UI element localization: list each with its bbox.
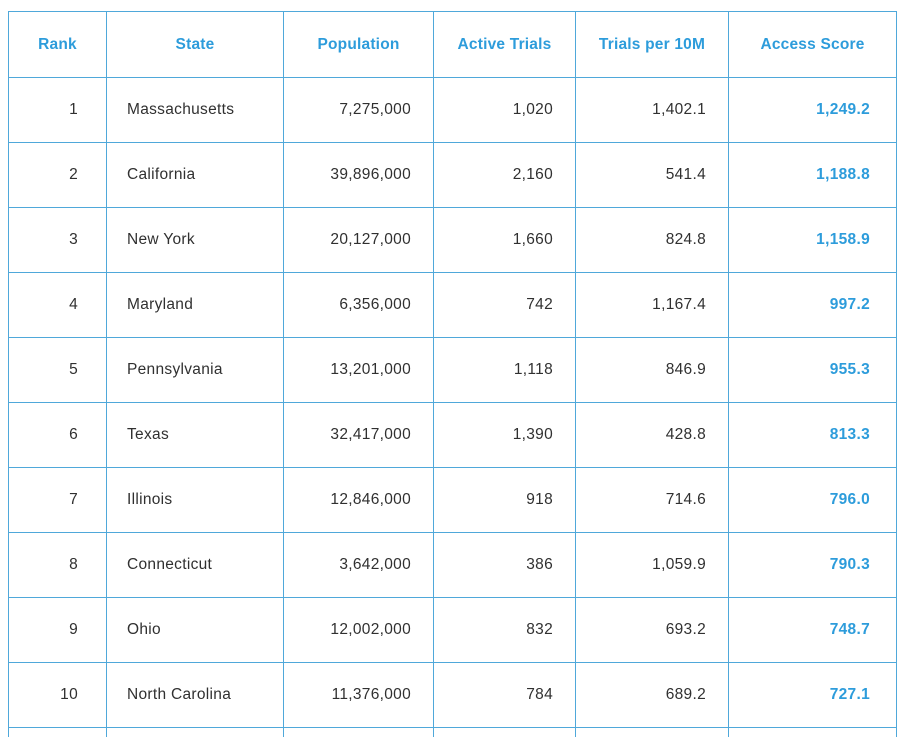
population-cell bbox=[283, 727, 434, 737]
rank-cell: 1 bbox=[8, 77, 107, 143]
access-score-cell bbox=[728, 727, 897, 737]
population-cell: 13,201,000 bbox=[283, 337, 434, 403]
state-cell: Texas bbox=[106, 402, 284, 468]
state-cell: New York bbox=[106, 207, 284, 273]
trials-per-10m-cell: 428.8 bbox=[575, 402, 729, 468]
population-cell: 7,275,000 bbox=[283, 77, 434, 143]
population-cell: 3,642,000 bbox=[283, 532, 434, 598]
rank-cell: 7 bbox=[8, 467, 107, 533]
access-score-cell: 790.3 bbox=[728, 532, 897, 598]
rank-cell: 2 bbox=[8, 142, 107, 208]
table-row: 1 Massachusetts 7,275,000 1,020 1,402.1 1,249… bbox=[8, 77, 897, 143]
header-active-trials: Active Trials bbox=[433, 11, 576, 78]
active-trials-cell: 742 bbox=[433, 272, 576, 338]
rank-cell: 9 bbox=[8, 597, 107, 663]
table-row-partial bbox=[8, 727, 897, 737]
population-cell: 39,896,000 bbox=[283, 142, 434, 208]
access-score-cell: 1,249.2 bbox=[728, 77, 897, 143]
rank-cell: 8 bbox=[8, 532, 107, 598]
table-header: Rank State Population Active Trials Tria… bbox=[8, 11, 897, 78]
table-row: 7 Illinois 12,846,000 918 714.6 796.0 bbox=[8, 467, 897, 533]
population-cell: 32,417,000 bbox=[283, 402, 434, 468]
state-cell: Illinois bbox=[106, 467, 284, 533]
population-cell: 6,356,000 bbox=[283, 272, 434, 338]
trials-per-10m-cell: 1,059.9 bbox=[575, 532, 729, 598]
table-row: 8 Connecticut 3,642,000 386 1,059.9 790.3 bbox=[8, 532, 897, 598]
state-cell: Pennsylvania bbox=[106, 337, 284, 403]
trials-per-10m-cell: 1,167.4 bbox=[575, 272, 729, 338]
trials-per-10m-cell bbox=[575, 727, 729, 737]
access-score-cell: 997.2 bbox=[728, 272, 897, 338]
header-population: Population bbox=[283, 11, 434, 78]
table-body: 1 Massachusetts 7,275,000 1,020 1,402.1 1,249… bbox=[8, 77, 897, 737]
active-trials-cell: 918 bbox=[433, 467, 576, 533]
rank-cell: 10 bbox=[8, 662, 107, 728]
active-trials-cell: 832 bbox=[433, 597, 576, 663]
table-row: 5 Pennsylvania 13,201,000 1,118 846.9 955.3 bbox=[8, 337, 897, 403]
active-trials-cell: 1,118 bbox=[433, 337, 576, 403]
active-trials-cell: 1,020 bbox=[433, 77, 576, 143]
table-row: 3 New York 20,127,000 1,660 824.8 1,158.9 bbox=[8, 207, 897, 273]
state-cell: North Carolina bbox=[106, 662, 284, 728]
trials-per-10m-cell: 541.4 bbox=[575, 142, 729, 208]
trials-per-10m-cell: 846.9 bbox=[575, 337, 729, 403]
trials-per-10m-cell: 689.2 bbox=[575, 662, 729, 728]
active-trials-cell: 1,390 bbox=[433, 402, 576, 468]
rank-cell: 4 bbox=[8, 272, 107, 338]
access-score-cell: 748.7 bbox=[728, 597, 897, 663]
population-cell: 12,002,000 bbox=[283, 597, 434, 663]
access-score-cell: 1,158.9 bbox=[728, 207, 897, 273]
trials-per-10m-cell: 693.2 bbox=[575, 597, 729, 663]
table-row: 10 North Carolina 11,376,000 784 689.2 727.1 bbox=[8, 662, 897, 728]
population-cell: 11,376,000 bbox=[283, 662, 434, 728]
table-row: 6 Texas 32,417,000 1,390 428.8 813.3 bbox=[8, 402, 897, 468]
access-score-cell: 796.0 bbox=[728, 467, 897, 533]
trials-per-10m-cell: 824.8 bbox=[575, 207, 729, 273]
state-cell: Connecticut bbox=[106, 532, 284, 598]
active-trials-cell bbox=[433, 727, 576, 737]
access-score-cell: 1,188.8 bbox=[728, 142, 897, 208]
rank-cell: 6 bbox=[8, 402, 107, 468]
state-cell bbox=[106, 727, 284, 737]
rank-cell: 5 bbox=[8, 337, 107, 403]
table-row: 9 Ohio 12,002,000 832 693.2 748.7 bbox=[8, 597, 897, 663]
rank-cell bbox=[8, 727, 107, 737]
access-score-cell: 813.3 bbox=[728, 402, 897, 468]
active-trials-cell: 1,660 bbox=[433, 207, 576, 273]
population-cell: 20,127,000 bbox=[283, 207, 434, 273]
active-trials-cell: 386 bbox=[433, 532, 576, 598]
trials-per-10m-cell: 1,402.1 bbox=[575, 77, 729, 143]
table-row: 4 Maryland 6,356,000 742 1,167.4 997.2 bbox=[8, 272, 897, 338]
header-trials-per-10m: Trials per 10M bbox=[575, 11, 729, 78]
header-state: State bbox=[106, 11, 284, 78]
rank-cell: 3 bbox=[8, 207, 107, 273]
active-trials-cell: 2,160 bbox=[433, 142, 576, 208]
access-score-table: Rank State Population Active Trials Tria… bbox=[8, 11, 897, 737]
state-cell: Maryland bbox=[106, 272, 284, 338]
state-cell: Massachusetts bbox=[106, 77, 284, 143]
active-trials-cell: 784 bbox=[433, 662, 576, 728]
state-cell: California bbox=[106, 142, 284, 208]
population-cell: 12,846,000 bbox=[283, 467, 434, 533]
header-access-score: Access Score bbox=[728, 11, 897, 78]
table-row: 2 California 39,896,000 2,160 541.4 1,188.8 bbox=[8, 142, 897, 208]
state-cell: Ohio bbox=[106, 597, 284, 663]
trials-per-10m-cell: 714.6 bbox=[575, 467, 729, 533]
header-row: Rank State Population Active Trials Tria… bbox=[8, 11, 897, 78]
access-score-cell: 955.3 bbox=[728, 337, 897, 403]
header-rank: Rank bbox=[8, 11, 107, 78]
access-score-cell: 727.1 bbox=[728, 662, 897, 728]
